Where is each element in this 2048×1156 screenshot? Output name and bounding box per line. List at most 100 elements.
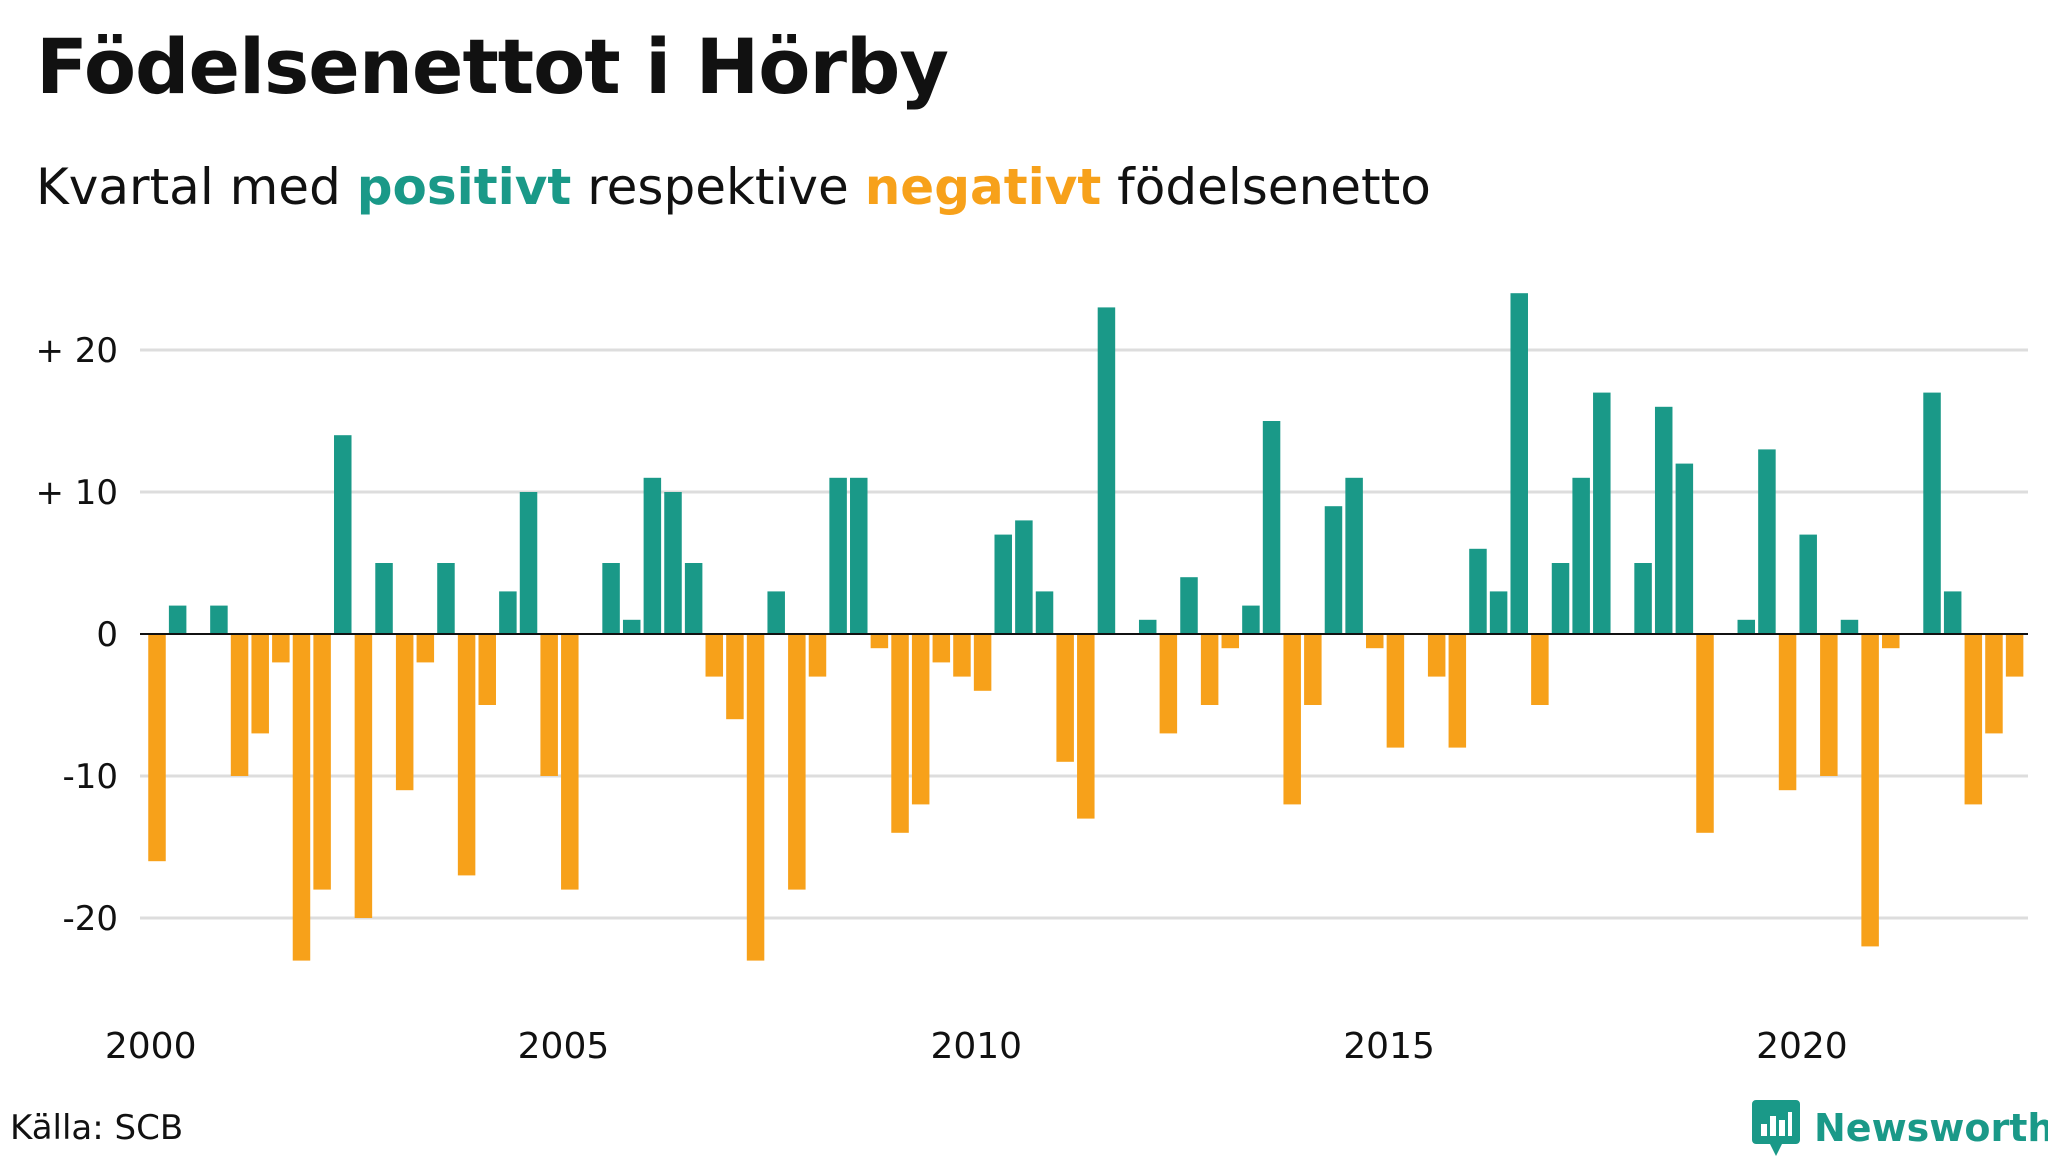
- bar: [168, 605, 187, 634]
- bar: [1985, 634, 2003, 734]
- bar: [1737, 619, 1756, 634]
- chart-title: Födelsenettot i Hörby: [36, 22, 949, 111]
- bar: [870, 634, 889, 649]
- bar: [1778, 634, 1797, 791]
- bar: [1097, 307, 1116, 634]
- bar: [313, 634, 331, 890]
- subtitle-suffix: födelsenetto: [1117, 158, 1431, 216]
- bar-chart: + 20 + 10 0 -10 -20 2000 2005 2010 2015 2020: [35, 293, 2028, 1060]
- bar: [251, 634, 269, 734]
- bar: [478, 634, 496, 705]
- newsworthy-logo-icon: [1752, 1100, 1800, 1156]
- subtitle-negative-word: negativt: [864, 158, 1102, 216]
- bar: [1820, 634, 1838, 776]
- bar: [850, 477, 868, 634]
- bar: [953, 634, 971, 677]
- brand-logo[interactable]: Newsworthy: [1752, 1100, 2048, 1156]
- y-tick-label: + 10: [35, 473, 118, 513]
- bar: [1077, 634, 1095, 819]
- y-tick-label: 0: [96, 615, 118, 655]
- bar: [1634, 563, 1652, 634]
- bar: [519, 492, 538, 634]
- bar: [1242, 605, 1260, 634]
- bar: [561, 634, 579, 890]
- bar: [1366, 634, 1384, 649]
- bar: [375, 563, 393, 634]
- bar: [1221, 634, 1240, 649]
- bar: [1572, 477, 1590, 634]
- bar: [726, 634, 744, 720]
- y-tick-label: -20: [62, 899, 118, 939]
- bar: [1345, 477, 1363, 634]
- bar: [746, 634, 765, 961]
- bar: [1386, 634, 1405, 748]
- bar: [1675, 463, 1694, 634]
- bar: [1427, 634, 1446, 677]
- x-tick-label: 2015: [1343, 1026, 1435, 1060]
- bar: [1448, 634, 1467, 748]
- chart-subtitle: Kvartal med positivt respektive negativt…: [36, 158, 1431, 216]
- bar: [1696, 634, 1714, 833]
- x-tick-label: 2020: [1756, 1026, 1848, 1060]
- bar: [932, 634, 951, 663]
- bar: [210, 605, 228, 634]
- bar: [1324, 506, 1343, 634]
- bar: [1056, 634, 1074, 762]
- bar: [1840, 619, 1859, 634]
- bar: [1262, 421, 1281, 634]
- bar: [1283, 634, 1301, 805]
- bar: [1964, 634, 1983, 805]
- bar: [437, 563, 455, 634]
- bar: [416, 634, 435, 663]
- bar: [622, 619, 641, 634]
- bar: [354, 634, 373, 918]
- bar: [2005, 634, 2024, 677]
- bar: [891, 634, 909, 833]
- bar: [272, 634, 290, 663]
- bar: [829, 477, 847, 634]
- x-axis-ticks: 2000 2005 2010 2015 2020: [105, 1026, 1848, 1060]
- x-tick-label: 2005: [518, 1026, 610, 1060]
- bar: [1799, 534, 1817, 634]
- bar: [334, 435, 352, 634]
- bar: [994, 534, 1012, 634]
- bar: [1861, 634, 1879, 947]
- bar: [1551, 563, 1570, 634]
- bars: [148, 293, 2024, 961]
- bar: [1304, 634, 1322, 705]
- bar: [643, 477, 662, 634]
- bar: [1758, 449, 1776, 634]
- bar: [1654, 406, 1673, 634]
- bar: [1531, 634, 1549, 705]
- bar: [911, 634, 930, 805]
- source-note: Källa: SCB: [10, 1108, 184, 1148]
- bar: [457, 634, 476, 876]
- bar: [1159, 634, 1178, 734]
- bar: [395, 634, 414, 791]
- subtitle-prefix: Kvartal med: [36, 158, 341, 216]
- bar: [1593, 392, 1611, 634]
- bar: [788, 634, 806, 890]
- bar: [602, 563, 620, 634]
- bar: [1138, 619, 1157, 634]
- bar: [684, 563, 703, 634]
- bar: [705, 634, 724, 677]
- bar: [1510, 293, 1528, 634]
- bar: [499, 591, 517, 634]
- y-tick-label: + 20: [35, 331, 118, 371]
- bar: [1489, 591, 1508, 634]
- bar: [1469, 548, 1487, 634]
- bar: [540, 634, 558, 776]
- bar: [664, 492, 682, 634]
- bar: [1200, 634, 1219, 705]
- brand-name: Newsworthy: [1814, 1106, 2048, 1150]
- bar: [1882, 634, 1900, 649]
- subtitle-positive-word: positivt: [356, 158, 572, 216]
- bar: [148, 634, 166, 862]
- bar: [230, 634, 249, 776]
- x-tick-label: 2000: [105, 1026, 197, 1060]
- bar: [808, 634, 827, 677]
- y-axis-ticks: + 20 + 10 0 -10 -20: [35, 331, 118, 939]
- subtitle-mid: respektive: [587, 158, 849, 216]
- bar: [1943, 591, 1962, 634]
